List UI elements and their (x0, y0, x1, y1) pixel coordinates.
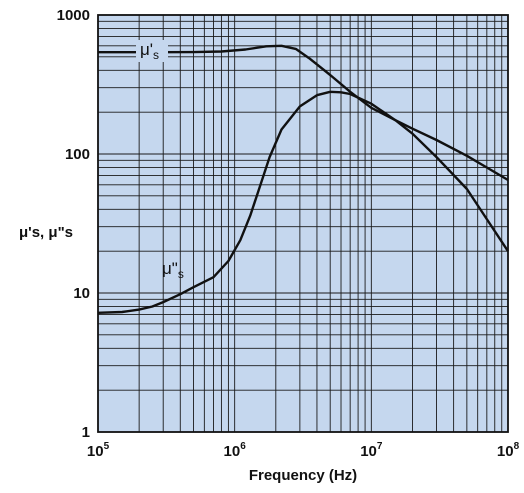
x-tick-label: 105 (87, 441, 110, 460)
x-tick-labels: 105 106 107 108 (87, 441, 520, 460)
x-axis-label: Frequency (Hz) (249, 467, 357, 484)
mu-prime-label-backdrop (136, 40, 168, 62)
x-tick-label: 106 (224, 441, 247, 460)
x-tick-label: 108 (497, 441, 520, 460)
grid (98, 15, 508, 432)
series-labels: μ's μ"s (136, 40, 184, 281)
y-tick-label: 1000 (57, 7, 90, 24)
plot-frame (97, 14, 509, 433)
y-tick-label: 10 (73, 285, 90, 302)
mu-double-prime-label: μ"s (162, 259, 184, 281)
plot-area (98, 15, 508, 432)
y-tick-labels: 1000 100 10 1 (57, 7, 90, 441)
x-tick-label: 107 (360, 441, 383, 460)
mu-double-prime-curve (97, 90, 510, 314)
mu-prime-curve (98, 44, 509, 182)
mu-prime-label: μ's (140, 40, 159, 62)
y-tick-label: 1 (82, 424, 90, 441)
y-axis-label: μ's, μ"s (19, 224, 73, 241)
curves (97, 44, 510, 314)
y-tick-label: 100 (65, 146, 90, 163)
